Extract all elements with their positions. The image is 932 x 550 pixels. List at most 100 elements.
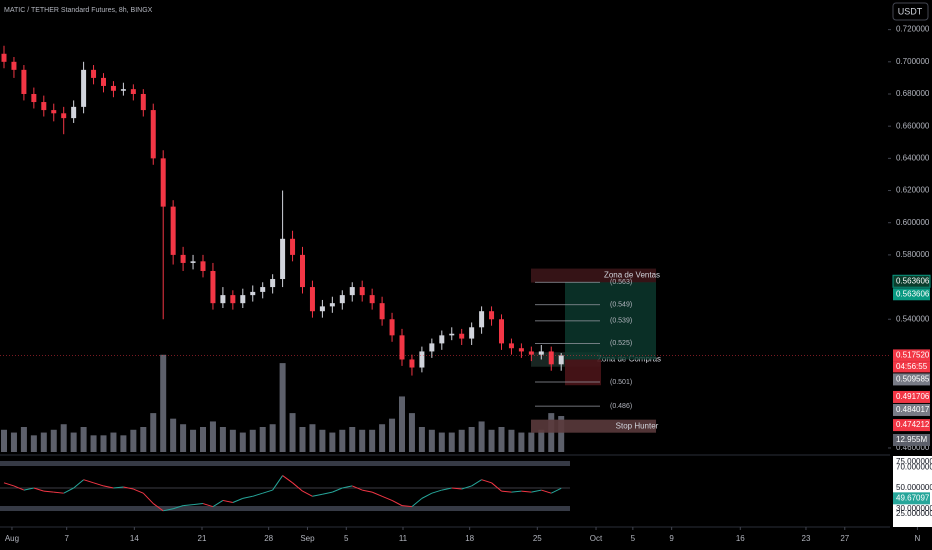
volume-tag xyxy=(893,434,930,446)
candle-body xyxy=(190,261,196,263)
candle-body xyxy=(31,93,37,103)
candle-body xyxy=(548,351,554,365)
x-tick-label: 11 xyxy=(399,534,408,543)
candle-body xyxy=(558,355,564,365)
rsi-segment xyxy=(451,487,462,490)
volume-bar xyxy=(100,435,107,452)
candle-body xyxy=(230,295,236,304)
rsi-segment xyxy=(13,485,25,491)
x-tick-label: 14 xyxy=(130,534,139,543)
volume-bar xyxy=(319,429,326,452)
volume-bar xyxy=(339,429,346,452)
rsi-segment xyxy=(222,499,233,504)
candle-body xyxy=(21,69,27,94)
x-tick-label: Sep xyxy=(300,534,315,543)
price-tag xyxy=(893,288,930,301)
rsi-segment xyxy=(33,487,44,492)
x-tick-label: 18 xyxy=(465,534,474,543)
rsi-segment xyxy=(551,487,562,494)
candle-body xyxy=(101,77,106,86)
rsi-tick-label: 30.000000 xyxy=(896,504,932,513)
y-tick-label: 0.540000 xyxy=(896,314,930,323)
candle-body xyxy=(309,287,315,312)
price-tag xyxy=(893,403,930,416)
volume-bar xyxy=(299,427,306,452)
y-tick-label: 0.720000 xyxy=(896,25,930,34)
rsi-band-bottom xyxy=(0,506,570,511)
volume-bar xyxy=(478,421,485,452)
volume-bar xyxy=(130,429,137,452)
rsi-segment xyxy=(431,489,442,494)
candle-body xyxy=(528,351,534,355)
candle-body xyxy=(1,53,7,62)
candle-body xyxy=(110,85,116,91)
candle-body xyxy=(359,287,365,296)
x-tick-label: 7 xyxy=(64,534,69,543)
price-tag xyxy=(893,419,930,432)
volume-bar xyxy=(538,429,545,452)
volume-bar xyxy=(389,418,396,452)
candle-body xyxy=(91,69,97,78)
volume-bar xyxy=(40,432,47,452)
rsi-segment xyxy=(202,503,214,508)
volume-bar xyxy=(180,424,187,452)
volume-bar xyxy=(110,432,117,452)
volume-bar xyxy=(428,429,435,452)
rsi-segment xyxy=(83,479,94,484)
candle-body xyxy=(260,287,266,292)
volume-bar xyxy=(20,427,27,452)
candle-body xyxy=(180,254,186,263)
candle-body xyxy=(349,287,355,296)
rsi-segment xyxy=(53,491,64,494)
candle-body xyxy=(150,110,156,159)
volume-bar xyxy=(379,424,386,452)
candle-body xyxy=(389,319,395,336)
volume-bar xyxy=(408,413,415,452)
candle-body xyxy=(200,261,206,271)
volume-bar xyxy=(190,429,197,452)
currency-button[interactable] xyxy=(892,2,929,21)
rsi-tick-label: 25.000000 xyxy=(896,509,932,518)
rsi-segment xyxy=(441,487,452,491)
candle-body xyxy=(250,291,256,296)
rsi-segment xyxy=(531,489,542,493)
rsi-segment xyxy=(43,490,54,493)
volume-bar xyxy=(229,429,236,452)
rsi-segment xyxy=(332,487,343,493)
candle-body xyxy=(280,238,286,280)
rsi-tick-label: 75.000000 xyxy=(896,457,932,466)
volume-bar xyxy=(418,427,425,452)
candle-body xyxy=(270,279,276,288)
volume-bar xyxy=(349,427,356,452)
fib-label: (0.563) xyxy=(610,279,632,286)
rsi-segment xyxy=(292,482,303,492)
candle-body xyxy=(11,61,17,70)
volume-bar xyxy=(50,429,57,452)
y-tick-label: 0.620000 xyxy=(896,186,930,195)
rsi-segment xyxy=(471,479,482,487)
candle-body xyxy=(41,102,47,111)
volume-bar xyxy=(528,432,535,452)
volume-bar xyxy=(269,424,276,452)
candle-body xyxy=(300,254,305,288)
rsi-segment xyxy=(381,495,393,501)
x-tick-label: Aug xyxy=(5,534,19,543)
rsi-segment xyxy=(491,482,502,492)
candle-body xyxy=(449,333,455,336)
rsi-segment xyxy=(173,505,184,510)
price-tag xyxy=(893,349,930,362)
price-tag-label: 0.484017 xyxy=(896,405,930,414)
rsi-segment xyxy=(272,475,284,491)
volume-bar xyxy=(558,416,565,452)
y-tick-label: 0.660000 xyxy=(896,121,930,130)
volume-bar xyxy=(508,429,515,452)
rsi-segment xyxy=(103,485,114,489)
candle-body xyxy=(210,270,216,304)
price-tag xyxy=(892,274,931,288)
volume-bar xyxy=(438,432,445,452)
x-tick-label: 28 xyxy=(264,534,273,543)
currency-label[interactable]: USDT xyxy=(898,6,923,16)
x-tick-label: 25 xyxy=(533,534,542,543)
rsi-tag-label: 49.670971 xyxy=(896,493,932,502)
